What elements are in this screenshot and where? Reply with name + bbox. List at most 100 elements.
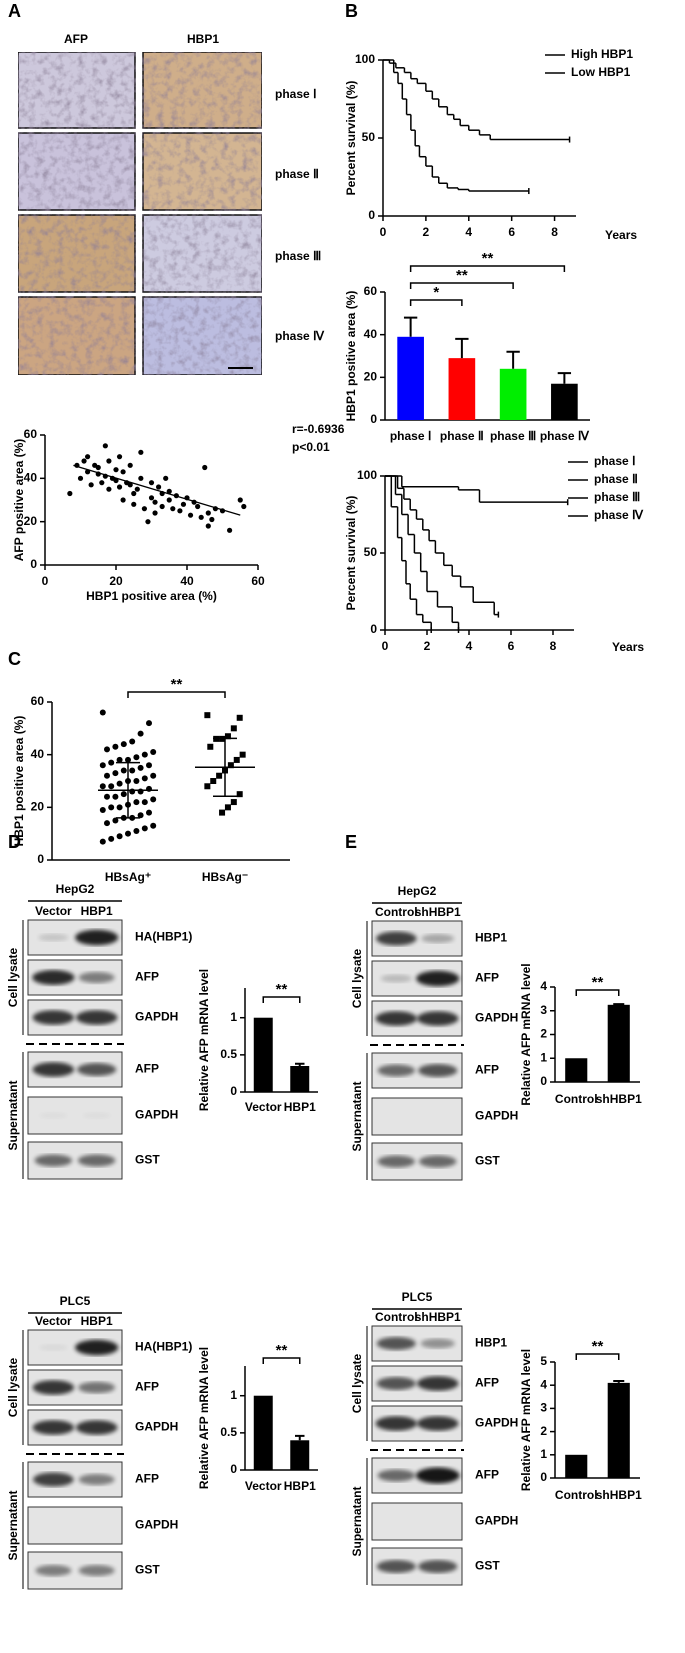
panel-label: B <box>345 1 358 21</box>
y-axis-title: AFP positive area (%) <box>12 439 26 561</box>
blot-band <box>75 1339 119 1356</box>
scatter-point <box>152 499 158 505</box>
micrograph <box>17 296 136 376</box>
blot-band <box>377 1155 416 1168</box>
x-tick-label: phase Ⅲ <box>490 429 536 443</box>
x-tick-label: 8 <box>551 225 558 239</box>
y-tick-label: 100 <box>355 52 375 66</box>
dot <box>204 783 211 790</box>
dot <box>133 828 140 835</box>
legend-label: Low HBP1 <box>571 65 631 79</box>
dot <box>133 754 140 761</box>
blot-row-label: GAPDH <box>475 1416 518 1430</box>
scatter-point <box>95 464 101 471</box>
scatter-point <box>202 464 208 471</box>
scatter-point <box>127 482 133 488</box>
dot <box>141 775 148 782</box>
panel-label: C <box>8 649 21 669</box>
micrograph <box>142 214 263 293</box>
dot <box>150 796 157 803</box>
significance-label: ** <box>456 267 468 284</box>
y-tick-label: 0 <box>230 1462 237 1476</box>
blot-band <box>82 1112 110 1118</box>
y-axis-title: Percent survival (%) <box>344 496 358 611</box>
y-tick-label: 3 <box>540 1003 547 1017</box>
blot-band <box>38 933 69 942</box>
dot <box>216 772 223 779</box>
y-tick-label: 40 <box>364 327 378 341</box>
significance-label: ** <box>171 676 183 693</box>
x-tick-label: 4 <box>466 639 473 653</box>
y-axis-title: Percent survival (%) <box>344 81 358 196</box>
blot-band <box>32 1472 74 1487</box>
scatter-point <box>120 469 126 475</box>
scatter-point <box>159 503 165 510</box>
sd-bar <box>116 761 140 819</box>
blot-lane-label: HBP1 <box>81 904 113 918</box>
dot <box>146 720 152 727</box>
y-tick-label: 0 <box>540 1470 547 1484</box>
legend-label: phase Ⅳ <box>594 508 644 522</box>
y-tick-label: 0.5 <box>220 1425 237 1439</box>
trend-line <box>73 464 241 516</box>
blot-lane-label: shHBP1 <box>415 905 461 919</box>
blot-lane-label: Control <box>375 1310 418 1324</box>
dot <box>227 762 234 769</box>
y-tick-label: 1 <box>540 1447 547 1461</box>
scatter-point <box>134 486 140 492</box>
y-tick-label: 1 <box>230 1388 237 1402</box>
y-tick-label: 20 <box>24 514 38 528</box>
scatter-point <box>113 477 119 484</box>
dot <box>108 783 115 790</box>
micrograph <box>17 214 136 293</box>
scatter-point <box>81 458 87 464</box>
scatter-point <box>148 495 155 501</box>
scatter-point <box>180 501 187 507</box>
dot <box>104 746 110 753</box>
x-tick-label: HBsAg⁻ <box>202 870 248 884</box>
y-axis-title: Relative AFP mRNA level <box>197 1347 211 1489</box>
blot-band <box>32 1062 75 1077</box>
error-bar <box>455 337 469 359</box>
legend-label: phase Ⅰ <box>594 454 636 468</box>
ihc-row-label: phase Ⅲ <box>275 249 321 263</box>
dot <box>120 791 127 798</box>
blot-band <box>78 1474 115 1485</box>
dot <box>129 788 136 795</box>
dot <box>133 799 140 806</box>
blot-band <box>77 1063 117 1076</box>
scatter-point <box>195 503 201 510</box>
blot-row-label: GAPDH <box>135 1518 178 1532</box>
blot-strip <box>27 1506 123 1545</box>
y-tick-label: 20 <box>364 370 378 384</box>
scatter-point <box>241 503 247 510</box>
error-bar <box>295 1434 305 1441</box>
significance-bracket <box>409 299 463 306</box>
scatter-point <box>145 519 151 525</box>
blot-lane-label: Control <box>375 905 418 919</box>
bar <box>290 1440 310 1470</box>
x-tick-label: HBP1 <box>284 1479 316 1493</box>
annotation: p<0.01 <box>292 440 330 454</box>
dot <box>224 804 231 811</box>
dot <box>120 741 127 748</box>
blot-band <box>375 931 417 946</box>
scatter-point <box>163 475 169 481</box>
x-tick-label: HBP1 <box>284 1100 316 1114</box>
scatter-point <box>102 443 108 449</box>
significance-bracket <box>262 996 301 1003</box>
blot-row-label: HBP1 <box>475 931 507 945</box>
y-tick-label: 0.5 <box>220 1047 237 1061</box>
blot-band <box>35 1565 72 1576</box>
blot-band <box>32 1010 75 1025</box>
sd-bar <box>213 737 237 798</box>
dot <box>141 799 148 806</box>
scatter-point <box>106 458 112 464</box>
blot-row-label: GST <box>475 1154 500 1168</box>
bar <box>448 358 476 420</box>
scatter-point <box>148 480 155 486</box>
legend-label: High HBP1 <box>571 47 633 61</box>
blot-row-label: GAPDH <box>135 1010 178 1024</box>
blot-group-label: Supernatant <box>6 1080 20 1150</box>
y-axis-title: HBP1 positive area (%) <box>344 291 358 422</box>
